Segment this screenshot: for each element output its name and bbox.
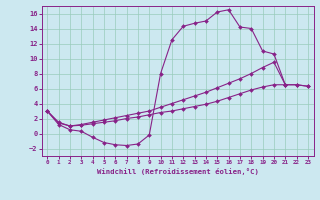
X-axis label: Windchill (Refroidissement éolien,°C): Windchill (Refroidissement éolien,°C) xyxy=(97,168,259,175)
